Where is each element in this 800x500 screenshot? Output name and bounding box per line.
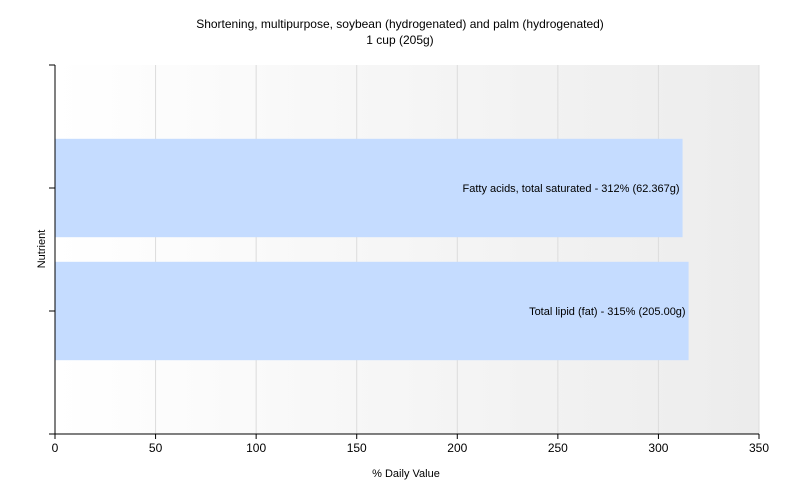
chart-title-line: Shortening, multipurpose, soybean (hydro…	[196, 17, 604, 31]
x-tick-label: 0	[52, 441, 59, 455]
bar-data-label: Total lipid (fat) - 315% (205.00g)	[529, 306, 686, 318]
x-axis-title: % Daily Value	[372, 468, 440, 480]
x-tick-label: 250	[548, 441, 568, 455]
x-tick-label: 200	[447, 441, 467, 455]
bar	[55, 138, 683, 238]
x-tick-label: 300	[648, 441, 668, 455]
x-tick-label: 350	[749, 441, 769, 455]
y-axis-title: Nutrient	[36, 230, 48, 269]
x-tick-label: 150	[347, 441, 367, 455]
plot-area	[55, 65, 759, 434]
bars: Fatty acids, total saturated - 312% (62.…	[55, 138, 689, 361]
x-tick-label: 50	[149, 441, 163, 455]
x-tick-label: 100	[246, 441, 266, 455]
bar-data-label: Fatty acids, total saturated - 312% (62.…	[463, 183, 680, 195]
gridlines	[155, 65, 760, 434]
chart-subtitle: 1 cup (205g)	[366, 33, 434, 47]
chart-title: Shortening, multipurpose, soybean (hydro…	[0, 16, 800, 48]
bar	[55, 261, 689, 361]
axes: 0 50 100 150 200 250 300 350	[49, 64, 769, 455]
